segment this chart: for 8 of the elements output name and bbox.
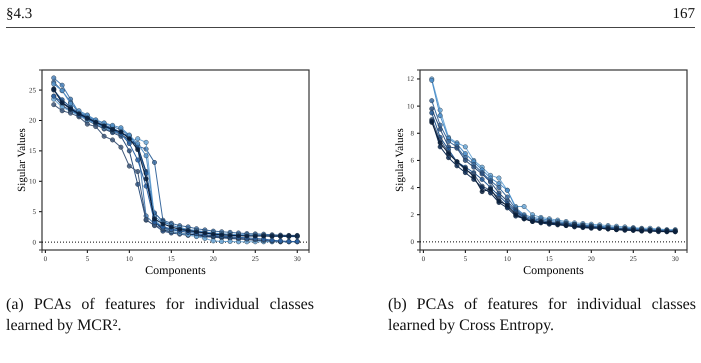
text: (a) PCAs of features for individual classes learned by MCR². xyxy=(6,295,314,336)
text: 167 xyxy=(672,6,695,23)
x-axis-title: Components xyxy=(145,263,206,277)
text: §4.3 xyxy=(6,6,32,23)
y-axis-title: Sigular Values xyxy=(16,128,28,192)
x-axis-title: Components xyxy=(523,263,584,277)
text: (b) PCAs of features for individual classes learned by Cross Entropy. xyxy=(388,295,696,336)
y-axis-title: Sigular Values xyxy=(394,128,406,192)
